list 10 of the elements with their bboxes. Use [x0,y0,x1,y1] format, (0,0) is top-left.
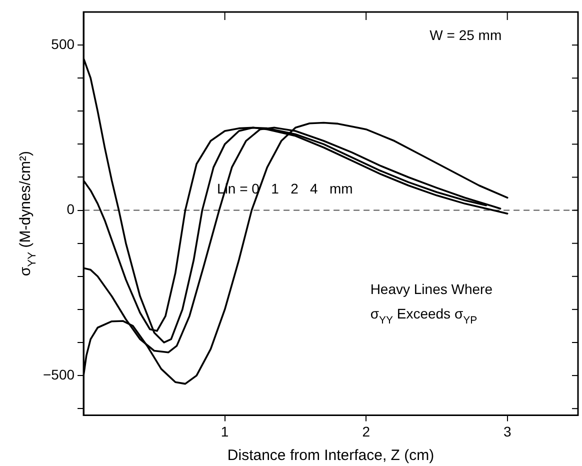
annotation: W = 25 mm [430,27,502,44]
y-axis-title: σYY (M-dynes/cm²) [17,151,38,276]
y-tick-label: 0 [66,201,75,218]
annotation: Heavy Lines Where [370,281,493,298]
x-tick-label: 3 [503,423,512,440]
x-axis-title: Distance from Interface, Z (cm) [227,447,434,464]
y-tick-label: 500 [51,36,75,52]
y-tick-label: −500 [42,366,75,382]
x-tick-label: 1 [220,423,229,440]
x-tick-label: 2 [362,423,370,440]
